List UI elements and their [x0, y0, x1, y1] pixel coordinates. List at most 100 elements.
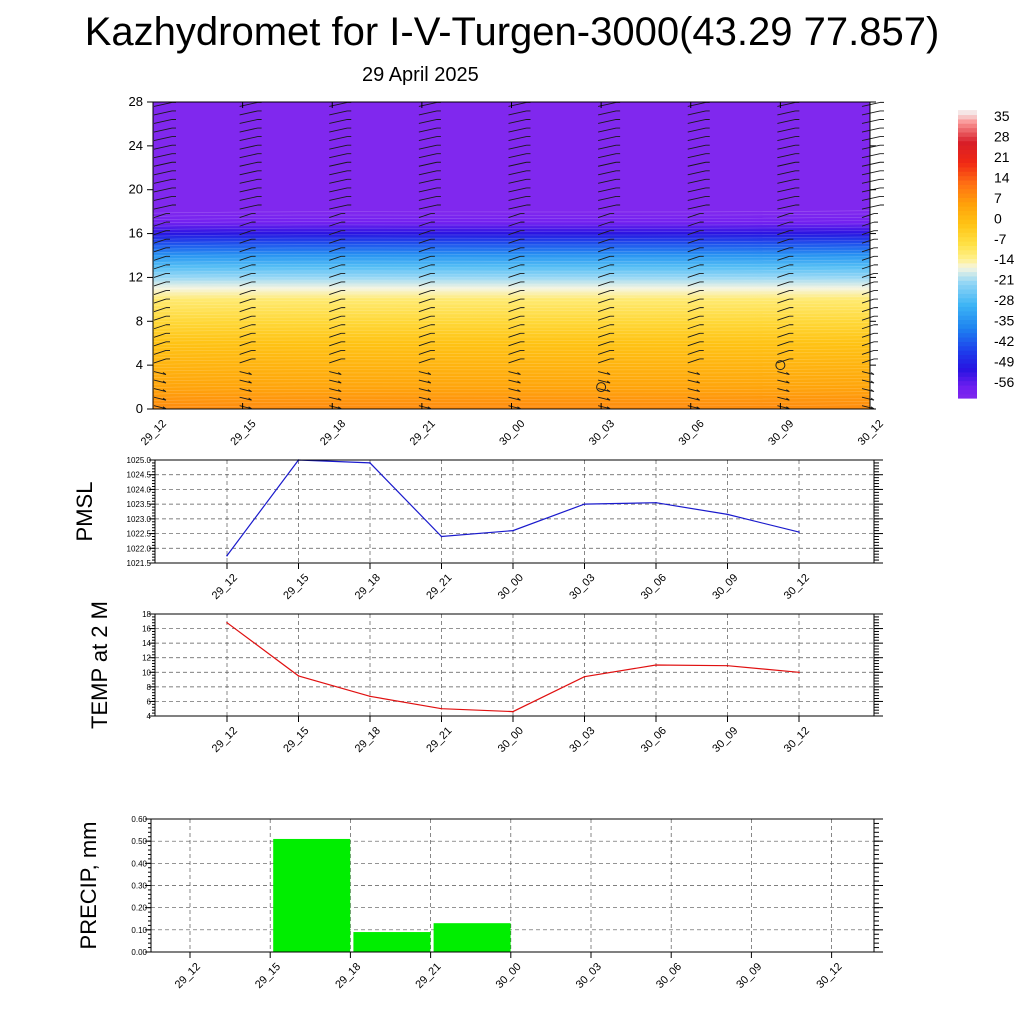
- wind-barb: [508, 388, 521, 393]
- wind-barb: [329, 379, 342, 384]
- y-tick-label: 12: [129, 269, 143, 284]
- colorbar-swatch: [958, 166, 977, 172]
- wind-barb: [861, 238, 878, 244]
- wind-barb: [239, 405, 252, 410]
- wind-barb: [239, 247, 256, 253]
- wind-barb: [687, 272, 704, 278]
- contour-line: [153, 223, 870, 227]
- wind-barb: [861, 213, 878, 218]
- wind-barb: [777, 221, 794, 227]
- colorbar-swatch: [958, 223, 977, 229]
- wind-barb: [418, 170, 441, 176]
- colorbar-label: 0: [994, 210, 1002, 226]
- wind-barb: [508, 255, 525, 261]
- y-axis-title: PMSL: [72, 482, 97, 542]
- y-tick-label: 16: [142, 625, 151, 634]
- plot-area: [155, 614, 874, 716]
- wind-barb: [508, 213, 525, 218]
- wind-barb: [777, 144, 800, 150]
- panel-frame: [150, 818, 875, 953]
- wind-barb: [777, 170, 800, 176]
- x-tick-label: 30_03: [567, 572, 597, 602]
- x-tick-label: 30_09: [710, 572, 740, 602]
- chart-title: Kazhydromet for I-V-Turgen-3000(43.29 77…: [84, 10, 940, 54]
- wind-barb: [418, 379, 432, 384]
- wind-barb: [329, 298, 346, 304]
- wind-barb: [418, 264, 435, 270]
- colorbar-swatch: [958, 184, 977, 190]
- wind-barb: [777, 204, 800, 210]
- wind-barb: [597, 290, 615, 295]
- wind-barb: [508, 221, 525, 227]
- wind-barb: [239, 178, 262, 184]
- x-tick-label: 30_12: [814, 961, 844, 991]
- x-tick-label: 29_15: [228, 418, 258, 448]
- colorbar-swatch: [958, 323, 977, 329]
- colorbar-swatch: [958, 345, 977, 351]
- data-point: [369, 462, 371, 464]
- wind-barb: [777, 213, 794, 218]
- wind-barb: [508, 178, 531, 184]
- data-point: [512, 529, 514, 532]
- wind-barb: [777, 405, 790, 410]
- contour-line: [153, 213, 870, 217]
- wind-barb: [153, 178, 176, 184]
- wind-barb: [239, 379, 252, 384]
- wind-barb: [861, 405, 875, 410]
- wind-barb: [329, 170, 352, 176]
- contour-line: [153, 371, 870, 375]
- wind-barb: [418, 281, 435, 287]
- wind-barb: [508, 196, 531, 201]
- x-tick-label: 29_18: [318, 418, 348, 448]
- wind-barb: [598, 161, 621, 167]
- wind-barb: [418, 238, 435, 244]
- x-tick-label: 29_18: [333, 961, 363, 991]
- contour-line: [153, 387, 870, 392]
- wind-barb: [597, 264, 615, 270]
- x-tick-label: 29_21: [408, 418, 438, 448]
- wind-barb: [239, 281, 256, 287]
- wind-barb: [508, 247, 525, 253]
- precip-bar: [273, 838, 351, 952]
- wind-barb: [153, 272, 170, 278]
- wind-barb: [687, 247, 704, 253]
- wind-barb: [329, 178, 352, 184]
- x-tick-label: 30_12: [782, 725, 812, 755]
- contour-line: [153, 285, 870, 290]
- colorbar-swatch: [958, 210, 977, 216]
- wind-barb: [777, 264, 794, 270]
- wind-barb: [153, 349, 170, 355]
- y-tick-label: 10: [142, 668, 151, 677]
- contour-line: [153, 233, 870, 237]
- wind-barb: [418, 204, 441, 210]
- colorbar-swatch: [958, 293, 977, 299]
- wind-barb: [777, 178, 800, 184]
- wind-barb: [153, 187, 176, 193]
- wind-barb: [861, 298, 878, 304]
- colorbar-swatch: [958, 315, 977, 321]
- colorbar-swatch: [958, 227, 977, 233]
- contour-line: [153, 384, 870, 388]
- wind-barb: [687, 119, 710, 124]
- data-point: [726, 513, 729, 516]
- colorbar-swatch: [958, 284, 977, 290]
- y-tick-label: 1025.0: [127, 456, 152, 465]
- x-tick-label: 30_03: [567, 725, 597, 755]
- colorbar-swatch: [958, 262, 977, 268]
- contour-line: [153, 256, 870, 260]
- wind-barb: [153, 247, 170, 253]
- wind-barb: [239, 341, 256, 347]
- wind-barb: [777, 307, 794, 313]
- wind-barb: [418, 153, 441, 159]
- colorbar-swatch: [958, 310, 977, 316]
- calm-marker: [596, 382, 607, 393]
- wind-barb: [239, 388, 252, 393]
- wind-barb: [508, 307, 525, 313]
- wind-barb: [153, 136, 176, 142]
- wind-barb: [597, 324, 615, 330]
- contour-line: [153, 355, 870, 359]
- wind-barb: [239, 196, 262, 201]
- wind-barb: [329, 396, 342, 401]
- colorbar-swatch: [958, 267, 977, 273]
- wind-barb: [508, 170, 531, 176]
